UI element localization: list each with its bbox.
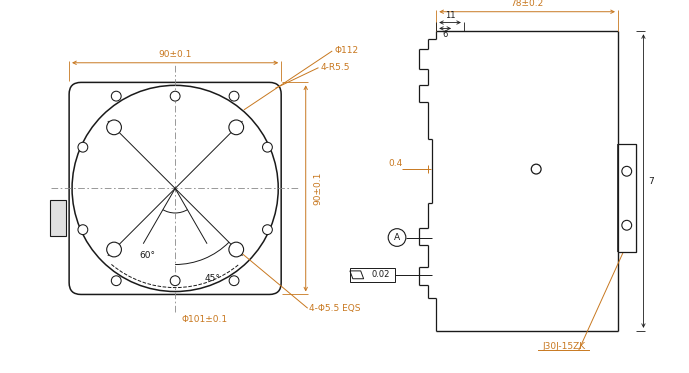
Text: 6: 6 (442, 30, 448, 39)
Text: 0.4: 0.4 (388, 159, 402, 168)
Circle shape (170, 276, 180, 286)
Text: 4-R5.5: 4-R5.5 (320, 63, 350, 72)
Circle shape (107, 120, 121, 135)
Text: 0.02: 0.02 (372, 270, 390, 279)
Text: Φ101±0.1: Φ101±0.1 (181, 316, 227, 325)
Text: 90±0.1: 90±0.1 (158, 50, 192, 59)
Circle shape (112, 91, 121, 101)
Circle shape (263, 142, 272, 152)
Text: 90±0.1: 90±0.1 (313, 172, 322, 205)
Text: 78±0.2: 78±0.2 (511, 0, 544, 8)
Text: A: A (394, 233, 400, 242)
Circle shape (229, 120, 244, 135)
Circle shape (229, 242, 244, 257)
Circle shape (170, 91, 180, 101)
Circle shape (78, 142, 88, 152)
Bar (50, 200, 66, 236)
Circle shape (388, 229, 406, 246)
Bar (350, 268, 395, 282)
Circle shape (229, 276, 239, 286)
Text: 45°: 45° (205, 274, 220, 283)
Circle shape (107, 242, 121, 257)
Text: 60°: 60° (140, 251, 156, 260)
Bar (618, 144, 635, 252)
Circle shape (263, 225, 272, 235)
Circle shape (531, 164, 541, 174)
Text: 7: 7 (648, 176, 654, 186)
Text: 11: 11 (445, 11, 455, 20)
Circle shape (229, 91, 239, 101)
Circle shape (78, 225, 88, 235)
Text: 4-Φ5.5 EQS: 4-Φ5.5 EQS (309, 304, 360, 313)
Text: J30J-15ZK: J30J-15ZK (542, 342, 586, 351)
Text: Φ112: Φ112 (334, 47, 358, 56)
Circle shape (112, 276, 121, 286)
